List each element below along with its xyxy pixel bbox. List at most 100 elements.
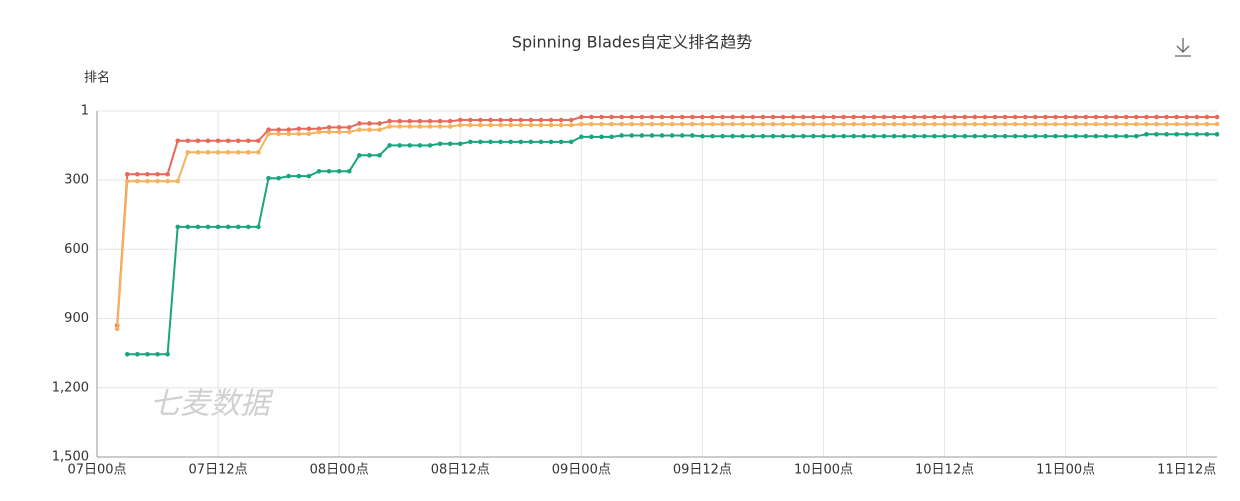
data-point (135, 351, 140, 357)
y-tick-label: 1,500 (52, 450, 89, 465)
data-point (1164, 114, 1169, 120)
data-point (508, 117, 513, 123)
data-point (1033, 121, 1038, 127)
data-point (468, 117, 473, 123)
data-point (195, 138, 201, 144)
x-tick-label: 11日00点 (1036, 463, 1095, 478)
data-point (801, 114, 806, 120)
data-point (1103, 121, 1109, 127)
data-point (124, 351, 130, 357)
data-point (276, 127, 281, 132)
data-point (1043, 133, 1048, 139)
download-glyph[interactable] (1175, 38, 1191, 57)
data-point (679, 114, 685, 120)
data-point (710, 133, 715, 139)
data-point (155, 351, 160, 357)
data-point (1113, 114, 1119, 120)
data-point (669, 121, 675, 127)
y-tick-label: 1 (81, 104, 89, 119)
data-point (205, 224, 211, 230)
data-point (568, 117, 574, 123)
data-point (901, 121, 907, 127)
data-point (932, 114, 937, 120)
data-point (710, 114, 715, 120)
data-point (357, 127, 362, 132)
data-point (1073, 133, 1079, 139)
data-point (609, 121, 614, 127)
data-point (1073, 114, 1079, 120)
data-point (427, 118, 433, 124)
data-point (972, 133, 978, 139)
data-point (377, 127, 382, 132)
data-point (629, 114, 635, 120)
x-tick-label: 09日00点 (552, 463, 611, 478)
data-point (811, 114, 816, 120)
data-point (457, 122, 463, 128)
data-point (286, 127, 292, 132)
data-point (1022, 133, 1028, 139)
data-point (881, 114, 887, 120)
data-point (1174, 121, 1179, 127)
data-point (780, 133, 786, 139)
data-point (457, 117, 463, 123)
data-point (215, 224, 221, 230)
data-point (720, 133, 725, 139)
data-point (1123, 121, 1129, 127)
data-point (891, 114, 897, 120)
data-point (367, 121, 372, 126)
data-point (558, 122, 564, 128)
data-point (992, 121, 998, 127)
data-point (468, 122, 473, 128)
data-point (387, 124, 392, 129)
data-point (256, 138, 261, 144)
data-point (407, 124, 413, 129)
data-point (145, 171, 150, 177)
data-point (871, 133, 877, 139)
data-point (952, 121, 957, 127)
data-point (871, 114, 877, 120)
data-point (457, 141, 463, 147)
data-point (669, 133, 675, 138)
data-point (1184, 121, 1190, 127)
data-point (1053, 133, 1058, 139)
data-point (1184, 132, 1190, 137)
data-point (841, 133, 846, 139)
data-point (841, 121, 846, 127)
data-point (286, 131, 292, 137)
y-tick-label: 300 (64, 173, 89, 188)
data-point (770, 121, 776, 127)
data-point (982, 133, 988, 139)
data-point (1133, 114, 1139, 120)
series-line (127, 133, 1217, 356)
data-point (750, 121, 756, 127)
data-point (790, 121, 796, 127)
data-point (548, 139, 554, 145)
data-point (679, 121, 685, 127)
data-point (962, 121, 968, 127)
data-point (609, 134, 614, 140)
data-point (175, 224, 181, 230)
data-point (1133, 133, 1139, 139)
data-point (256, 224, 261, 230)
data-point (639, 121, 645, 127)
series-line (116, 116, 1217, 326)
data-point (1204, 121, 1210, 127)
data-point (165, 351, 170, 357)
data-point (589, 114, 594, 120)
data-point (1063, 121, 1068, 127)
data-point (195, 150, 201, 155)
data-point (861, 133, 867, 139)
data-point (1144, 132, 1149, 137)
data-point (1012, 114, 1018, 120)
data-point (135, 178, 140, 184)
data-point (1113, 133, 1119, 139)
data-point (185, 224, 191, 230)
data-point (730, 133, 735, 139)
download-icon[interactable] (1175, 38, 1191, 57)
data-point (881, 121, 887, 127)
data-point (114, 326, 120, 332)
data-point (296, 126, 302, 132)
data-point (851, 114, 857, 120)
data-point (589, 134, 594, 140)
data-point (417, 143, 423, 148)
